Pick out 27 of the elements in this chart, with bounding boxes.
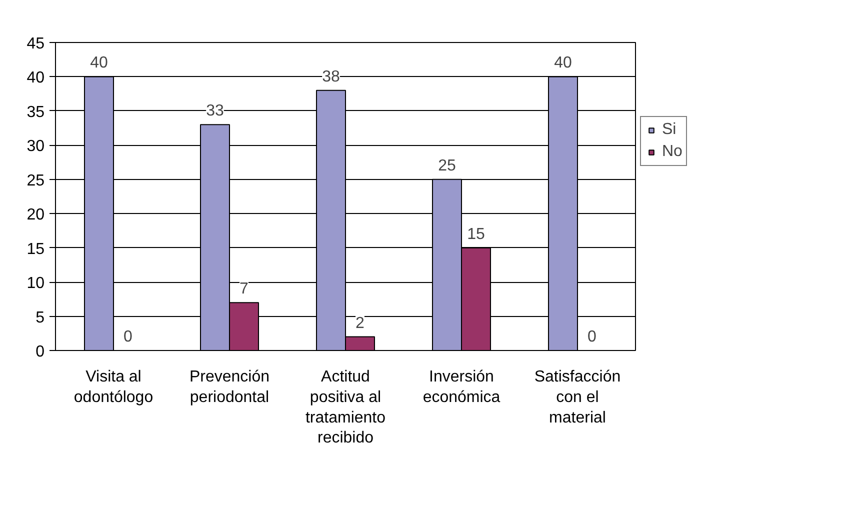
x-tick-label: Visita al odontólogo <box>74 368 154 406</box>
x-tick-label: Actitud positiva al tratamiento recibido <box>305 368 386 447</box>
data-label: 33 <box>206 102 224 120</box>
data-label: 0 <box>124 328 133 346</box>
data-label: 7 <box>240 280 249 298</box>
y-tick-label: 45 <box>26 36 45 52</box>
data-label: 15 <box>467 226 485 243</box>
y-tick-label: 20 <box>26 206 45 224</box>
legend-label: Si <box>662 121 678 139</box>
y-tick-label: 25 <box>26 172 45 190</box>
legend-label: No <box>662 143 682 161</box>
data-label: 40 <box>90 54 108 72</box>
y-tick-label: 35 <box>26 104 45 121</box>
x-tick-label: Satisfacción con el material <box>534 368 621 426</box>
y-tick-label: 40 <box>26 70 45 87</box>
y-tick-label: 15 <box>26 240 45 258</box>
data-label: 25 <box>438 157 456 174</box>
x-tick-label: Prevención periodontal <box>189 368 270 406</box>
y-tick-label: 5 <box>36 309 45 326</box>
data-label: 2 <box>356 314 365 332</box>
y-tick-label: 10 <box>26 275 45 292</box>
x-tick-label: Inversión económica <box>422 368 500 406</box>
y-tick-label: 0 <box>36 344 45 360</box>
data-label: 38 <box>322 68 340 86</box>
data-label: 0 <box>588 328 597 346</box>
y-tick-label: 30 <box>26 138 45 156</box>
data-label: 40 <box>554 54 572 72</box>
